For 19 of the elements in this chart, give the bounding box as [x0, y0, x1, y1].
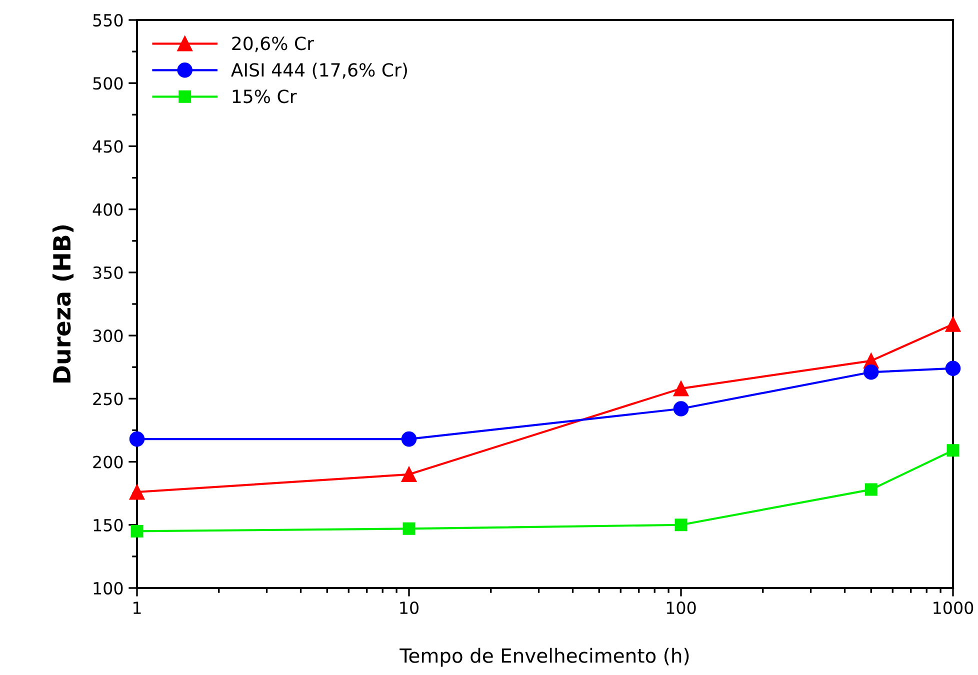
y-tick-label: 150 [94, 518, 123, 532]
y-tick-label: 550 [93, 14, 123, 27]
y-tick-label: 400 [92, 203, 123, 216]
x-tick-label: 1000 [934, 601, 974, 614]
y-tick-label: 450 [92, 140, 123, 153]
y-tick-label: 200 [93, 456, 123, 468]
x-tick-label: 1 [134, 602, 141, 614]
y-axis-title: Dureza (HB) [52, 225, 74, 382]
y-tick-label: 350 [93, 266, 123, 280]
x-tick-label: 100 [666, 601, 696, 614]
legend-label: AISI 444 (17,6% Cr) [231, 62, 407, 79]
y-tick-label: 100 [94, 582, 123, 595]
y-tick-label: 300 [93, 330, 123, 342]
y-tick-label: 500 [93, 77, 123, 90]
legend-label: 15% Cr [232, 90, 297, 104]
y-tick-label: 250 [93, 392, 123, 406]
x-tick-label: 10 [400, 601, 418, 614]
x-axis-title: Tempo de Envelhecimento (h) [400, 648, 689, 667]
legend-label: 20,6% Cr [232, 36, 314, 52]
